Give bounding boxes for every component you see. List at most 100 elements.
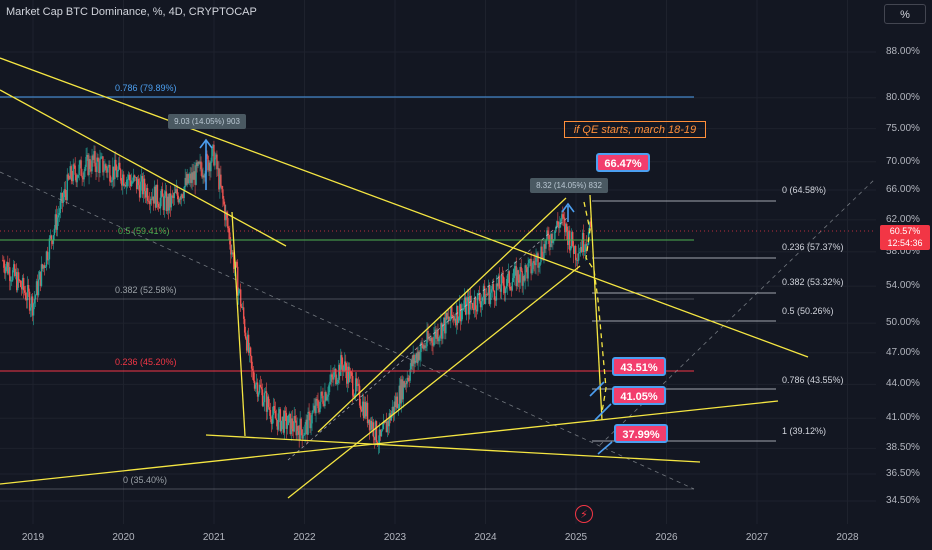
candle-body <box>259 384 262 388</box>
candle-body <box>128 174 130 180</box>
candle-body <box>300 418 302 430</box>
time-tick-label: 2023 <box>383 532 407 543</box>
candle-body <box>166 196 169 211</box>
candle-body <box>240 306 243 308</box>
current-countdown: 12:54:36 <box>887 238 923 248</box>
candle-body <box>588 221 591 233</box>
candle-body <box>39 271 42 286</box>
time-tick-label: 2022 <box>293 532 316 543</box>
candle-body <box>290 418 292 435</box>
fib-right-0786: 0.786 (43.55%) <box>782 375 844 385</box>
chart-title: Market Cap BTC Dominance, %, 4D, CRYPTOC… <box>6 6 257 18</box>
time-axis[interactable]: 2019 2020 2021 2022 2023 2024 2025 2026 2027 2028 <box>0 526 876 550</box>
candle-body <box>427 331 429 340</box>
candle-body <box>297 426 299 431</box>
price-axis[interactable]: 88.00% 80.00% 75.00% 70.00% 66.00% 62.00% 58.0… <box>876 0 932 524</box>
candle-body <box>10 280 12 282</box>
candle-body <box>491 284 494 290</box>
candle-body <box>354 378 357 395</box>
candle-body <box>211 148 213 162</box>
candle-body <box>174 192 176 194</box>
candle-body <box>503 285 506 294</box>
candle-body <box>195 162 197 185</box>
candle-body <box>543 244 545 260</box>
candle-body <box>251 368 254 371</box>
candle-body <box>6 262 8 267</box>
candle-body <box>370 420 373 430</box>
candle-body <box>97 157 99 162</box>
candle-body <box>184 177 186 187</box>
candle-body <box>151 196 154 200</box>
candle-body <box>231 252 233 255</box>
candle-body <box>294 416 296 421</box>
candle-body <box>242 307 245 319</box>
candle-body <box>496 283 499 287</box>
candle-body <box>17 272 20 281</box>
candle-body <box>292 428 294 432</box>
candle-body <box>422 344 424 349</box>
time-tick-label: 2028 <box>836 532 859 543</box>
candle-body <box>3 260 5 268</box>
time-tick-label: 2025 <box>564 532 588 543</box>
candle-body <box>365 402 368 417</box>
candle-body <box>110 181 112 183</box>
candle-body <box>451 306 453 317</box>
candle-body <box>116 170 118 178</box>
candle-body <box>33 299 36 304</box>
candle-body <box>536 253 538 258</box>
candle-body <box>221 185 223 190</box>
candle-body <box>201 169 203 178</box>
candle-body <box>421 342 423 345</box>
candle-body <box>296 426 298 436</box>
candle-body <box>316 398 318 401</box>
candle-body <box>185 177 187 185</box>
candle-body <box>580 246 583 252</box>
price-tick-label: 36.50% <box>886 467 920 479</box>
candle-body <box>105 164 107 169</box>
price-tick-label: 50.00% <box>886 317 920 329</box>
candle-body <box>486 294 489 296</box>
fib-levels-right: 0 (64.58%) 0.236 (57.37%) 0.382 (53.32%)… <box>592 185 844 442</box>
candle-body <box>124 185 126 186</box>
candle-body <box>461 310 463 322</box>
lightning-icon[interactable]: ⚡ <box>575 505 593 523</box>
candle-body <box>360 409 363 412</box>
candle-body <box>495 283 498 301</box>
candle-body <box>470 302 473 304</box>
candle-body <box>37 279 40 296</box>
candle-body <box>217 168 219 170</box>
candle-body <box>109 165 111 182</box>
candle-body <box>203 175 205 178</box>
candle-body <box>210 161 212 172</box>
candle-body <box>75 174 77 183</box>
candle-body <box>525 265 527 268</box>
candle-body <box>479 301 482 308</box>
candle-body <box>225 212 227 221</box>
candle-body <box>55 214 58 230</box>
current-price-value: 60.57% <box>889 226 921 236</box>
measure-label-2021: 9.03 (14.05%) 903 <box>168 114 246 129</box>
price-tick-label: 44.00% <box>886 378 920 390</box>
percent-scale-button[interactable]: % <box>884 4 926 24</box>
candle-body <box>94 151 96 167</box>
candle-body <box>398 385 400 408</box>
candle-body <box>425 346 427 348</box>
candle-body <box>342 364 344 372</box>
candle-body <box>447 316 449 319</box>
candle-body <box>134 177 137 178</box>
candle-body <box>247 334 250 353</box>
candle-body <box>396 396 398 409</box>
candle-body <box>371 422 374 430</box>
candle-body <box>434 329 436 337</box>
candle-body <box>268 407 271 411</box>
candle-body <box>9 267 11 281</box>
candle-body <box>462 308 465 310</box>
candle-body <box>530 258 532 274</box>
candle-body <box>364 402 367 417</box>
candle-body <box>11 280 13 282</box>
candle-body <box>307 411 309 435</box>
candle-body <box>222 189 224 199</box>
candle-body <box>576 259 579 261</box>
candle-body <box>466 297 469 302</box>
